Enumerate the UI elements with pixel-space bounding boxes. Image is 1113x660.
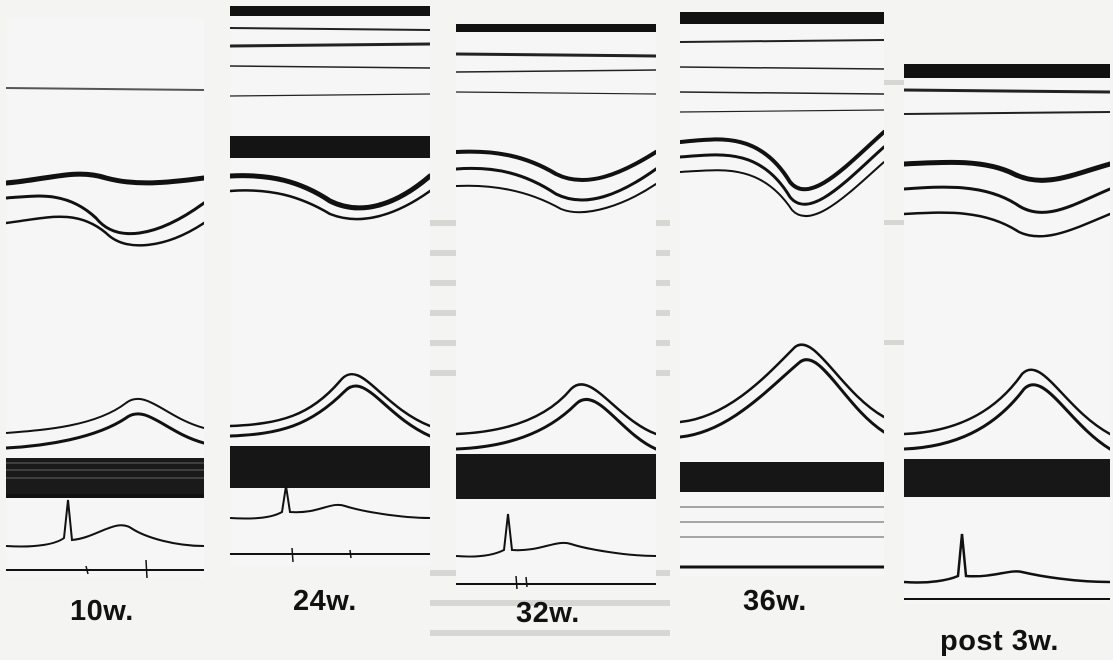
echo-panel-24w [230,6,430,566]
panel-label-24w: 24w. [293,585,357,617]
mmode-trace [230,6,430,566]
mmode-trace [904,64,1110,604]
mmode-trace [456,24,656,589]
echo-panel-32w [456,24,656,589]
panel-label-post-3w: post 3w. [940,625,1059,657]
echo-panel-36w [680,12,884,576]
echo-panel-post-3w [904,64,1110,604]
panel-label-36w: 36w. [743,585,807,617]
panel-label-32w: 32w. [516,597,580,629]
echo-panel-10w [6,18,204,578]
panel-label-10w: 10w. [70,595,134,627]
mmode-trace [6,18,204,578]
mmode-trace [680,12,884,576]
